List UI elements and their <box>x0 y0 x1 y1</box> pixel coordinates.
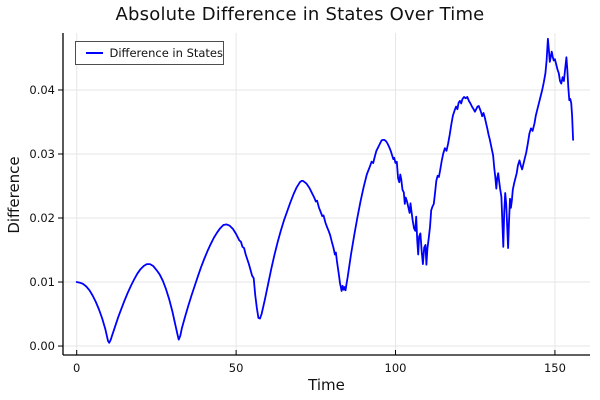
data-series-line <box>75 37 574 344</box>
x-tick-label: 0 <box>73 361 80 375</box>
legend-entry-label: Difference in States <box>109 46 223 60</box>
y-tick-label: 0.01 <box>29 275 55 289</box>
chart-title: Absolute Difference in States Over Time <box>115 4 485 25</box>
y-tick-label: 0.04 <box>29 83 55 97</box>
x-tick-label: 50 <box>229 361 244 375</box>
legend-box: Difference in States <box>75 41 224 65</box>
y-axis-label: Difference <box>5 156 23 234</box>
y-tick-label: 0.00 <box>29 339 55 353</box>
x-tick-label: 100 <box>385 361 407 375</box>
legend-line-sample <box>86 52 104 54</box>
y-tick-label: 0.03 <box>29 147 55 161</box>
x-tick-label: 150 <box>544 361 566 375</box>
y-tick-label: 0.02 <box>29 211 55 225</box>
x-axis-label: Time <box>308 376 345 394</box>
